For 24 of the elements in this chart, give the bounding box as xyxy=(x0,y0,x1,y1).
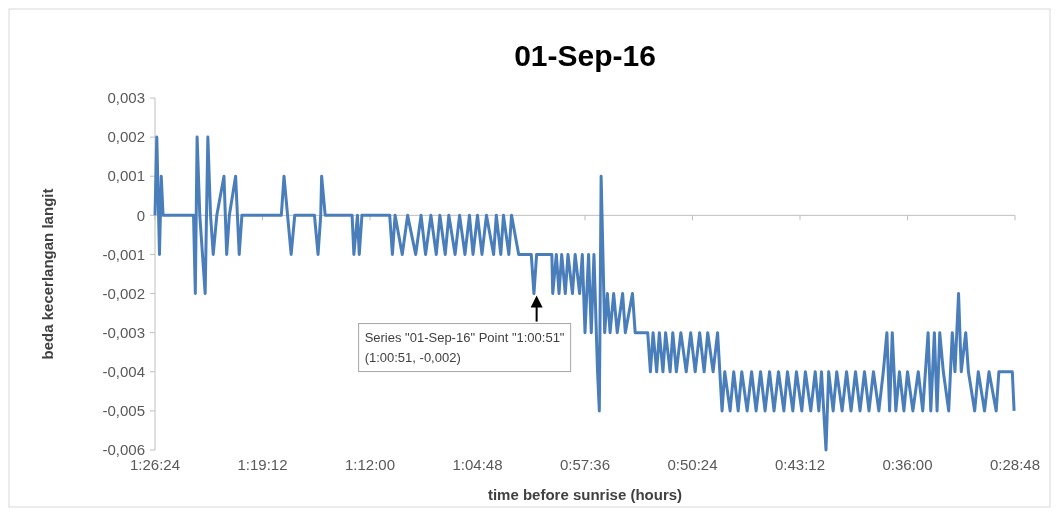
y-tick-label: -0,004 xyxy=(102,363,145,381)
y-axis-title: beda kecerlangan langit xyxy=(39,188,56,360)
x-tick-label: 1:04:48 xyxy=(452,456,503,473)
x-tick-label: 0:57:36 xyxy=(559,456,611,473)
line-series xyxy=(153,135,1016,452)
x-tick-label: 1:12:00 xyxy=(344,456,396,473)
x-tick-label: 0:28:48 xyxy=(989,456,1041,473)
y-tick-label: -0,002 xyxy=(102,284,145,302)
x-tick-label: 1:26:24 xyxy=(129,456,181,473)
x-axis-title: time before sunrise (hours) xyxy=(487,486,683,503)
y-tick-label: -0,005 xyxy=(102,402,145,420)
x-tick-label: 0:36:00 xyxy=(882,456,933,473)
y-tick-label: -0,006 xyxy=(102,441,145,459)
x-tick-label: 0:43:12 xyxy=(774,456,826,473)
x-tick-label: 0:50:24 xyxy=(667,456,718,473)
y-tick-label: -0,001 xyxy=(102,245,145,263)
chart-title: 01-Sep-16 xyxy=(514,39,656,72)
y-tick-label: 0,001 xyxy=(107,167,145,185)
y-tick-label: -0,003 xyxy=(102,323,145,341)
x-tick-label: 1:19:12 xyxy=(237,456,288,473)
y-tick-label: 0 xyxy=(136,206,145,224)
y-tick-label: 0,002 xyxy=(107,128,145,146)
y-tick-label: 0,003 xyxy=(107,89,145,107)
annotation: Series "01-Sep-16" Point "1:00:51" (1:00:51, -0,002) xyxy=(364,329,565,365)
